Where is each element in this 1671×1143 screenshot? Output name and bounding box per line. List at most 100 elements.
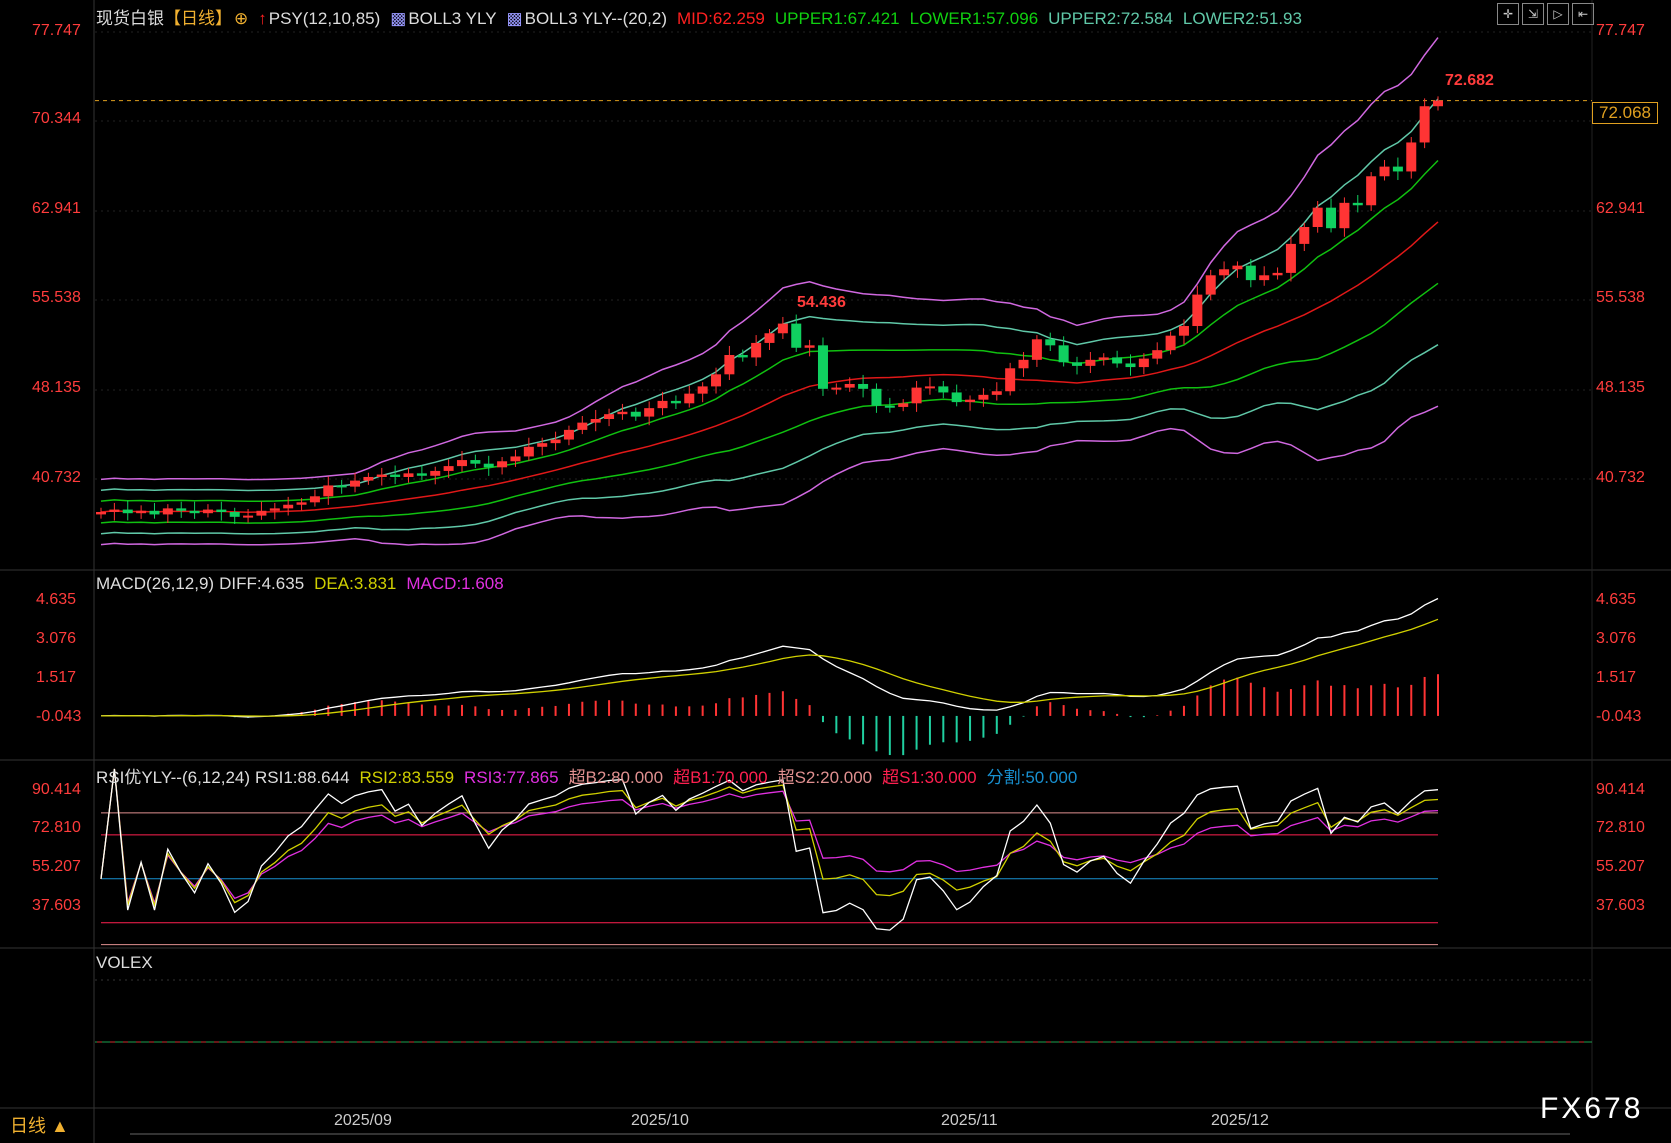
candle-body <box>1433 100 1443 107</box>
candle-body <box>1005 368 1016 392</box>
candle-body <box>309 496 320 503</box>
arrow-up-icon: ↑ <box>258 9 267 28</box>
pin-icon[interactable]: ⇤ <box>1572 3 1594 25</box>
candle-body <box>510 456 521 462</box>
candle-body <box>630 411 641 417</box>
macd-diff: DIFF:4.635 <box>219 574 305 593</box>
macd-tick: 3.076 <box>1596 630 1637 647</box>
zoom-in-icon[interactable]: ⇲ <box>1522 3 1544 25</box>
candle-body <box>1098 357 1109 360</box>
candle-body <box>1326 207 1337 229</box>
candle-body <box>898 403 909 407</box>
candle-body <box>590 419 601 423</box>
rsi-line <box>100 768 1439 906</box>
macd-tick: -0.043 <box>36 708 82 725</box>
rsi-line <box>100 768 1439 931</box>
candle-body <box>350 480 361 487</box>
candle-body <box>871 388 882 406</box>
candle-body <box>216 509 227 512</box>
candle-body <box>657 400 668 409</box>
candle-body <box>644 408 655 417</box>
candle-body <box>724 355 735 375</box>
candle-body <box>670 400 681 404</box>
candle-body <box>563 429 574 440</box>
rsi2-value: RSI2:83.559 <box>359 768 455 787</box>
candle-body <box>1165 335 1176 351</box>
price-tick: 48.135 <box>1596 379 1645 396</box>
volex-title: VOLEX <box>96 953 153 972</box>
macd-tick: 4.635 <box>36 591 77 608</box>
candle-body <box>283 504 294 509</box>
candle-body <box>1379 166 1390 177</box>
price-tick: 48.135 <box>32 379 81 396</box>
candle-body <box>1392 166 1403 172</box>
candle-body <box>817 345 828 389</box>
rsi-tick: 37.603 <box>32 897 81 914</box>
boll-icon: ▩ <box>390 9 407 28</box>
candle-body <box>1219 269 1230 276</box>
rsi-split: 分割:50.000 <box>986 768 1078 787</box>
boll-band-line <box>100 37 1439 481</box>
candle-body <box>256 510 267 516</box>
boll-band-line <box>100 282 1439 524</box>
price-tick: 55.538 <box>1596 289 1645 306</box>
price-tick: 77.747 <box>32 22 81 39</box>
price-tick: 55.538 <box>32 289 81 306</box>
candle-body <box>323 485 334 497</box>
date-tick: 2025/12 <box>1211 1112 1269 1129</box>
rsi-tick: 90.414 <box>1596 781 1645 798</box>
candle-body <box>1205 275 1216 295</box>
candle-body <box>109 509 120 512</box>
candle-body <box>711 374 722 387</box>
candle-body <box>1232 265 1243 270</box>
macd-tick: 4.635 <box>1596 591 1637 608</box>
candle-body <box>523 446 534 457</box>
boll-band-line <box>100 344 1439 535</box>
macd-tick: 1.517 <box>36 669 77 686</box>
rsi-line <box>100 768 1439 908</box>
boll-band-line <box>100 405 1439 546</box>
candle-body <box>737 355 748 358</box>
candle-body <box>697 386 708 394</box>
macd-tick: -0.043 <box>1596 708 1642 725</box>
rsi-tick: 55.207 <box>1596 858 1645 875</box>
candle-body <box>202 509 213 514</box>
candle-body <box>416 473 427 476</box>
boll-band-line <box>100 159 1439 503</box>
candle-body <box>764 333 775 343</box>
macd-value: MACD:1.608 <box>406 574 504 593</box>
rsi-tick: 90.414 <box>32 781 81 798</box>
candle-body <box>1272 272 1283 276</box>
candle-body <box>1152 350 1163 359</box>
candle-body <box>1072 362 1083 366</box>
candle-body <box>443 466 454 471</box>
candle-body <box>162 508 173 515</box>
candle-body <box>1178 326 1189 336</box>
candle-body <box>497 461 508 468</box>
candle-body <box>189 510 200 514</box>
candle-body <box>965 399 976 403</box>
rsi-tick: 37.603 <box>1596 897 1645 914</box>
candle-body <box>978 394 989 400</box>
date-tick: 2025/09 <box>334 1112 392 1129</box>
play-icon[interactable]: ▷ <box>1547 3 1569 25</box>
price-tick: 77.747 <box>1596 22 1645 39</box>
candle-body <box>1312 207 1323 227</box>
rsi-tick: 72.810 <box>1596 819 1645 836</box>
rsi-tick: 55.207 <box>32 858 81 875</box>
candle-body <box>924 386 935 389</box>
candle-body <box>1045 339 1056 346</box>
lower1-value: LOWER1:57.096 <box>909 9 1039 28</box>
crosshair-icon[interactable]: ✛ <box>1497 3 1519 25</box>
watermark-logo: FX678 <box>1540 1092 1644 1125</box>
candle-body <box>1058 345 1069 363</box>
globe-icon[interactable]: ⊕ <box>234 9 249 28</box>
boll-icon: ▩ <box>506 9 523 28</box>
candle-body <box>604 414 615 420</box>
candle-body <box>470 460 481 464</box>
period-selector[interactable]: 日线 ▲ <box>10 1116 69 1136</box>
rsi1-value: RSI1:88.644 <box>255 768 350 787</box>
candle-body <box>537 443 548 447</box>
rsi-title: RSI优YLY--(6,12,24) <box>96 768 251 787</box>
